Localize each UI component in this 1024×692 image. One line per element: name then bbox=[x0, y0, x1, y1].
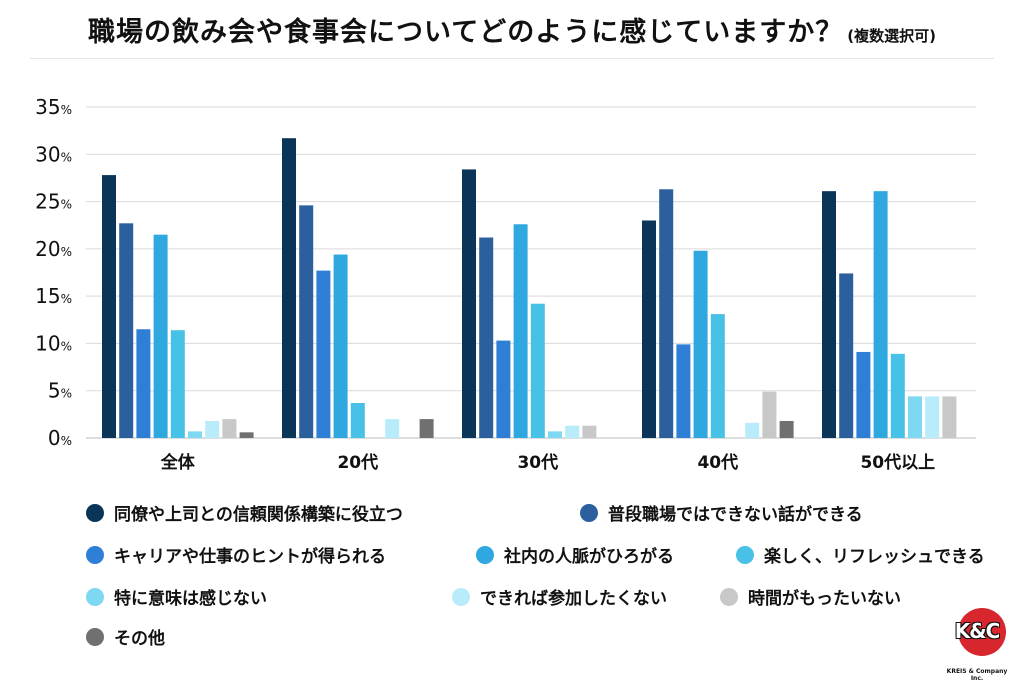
y-tick-label: 25% bbox=[35, 190, 72, 214]
bar bbox=[170, 330, 185, 438]
bar bbox=[745, 422, 760, 438]
bar bbox=[548, 431, 562, 438]
legend-label: その他 bbox=[114, 629, 165, 649]
x-tick-label: 40代 bbox=[697, 452, 738, 473]
bar bbox=[350, 403, 365, 438]
y-tick-label: 0% bbox=[48, 426, 72, 450]
bar bbox=[822, 191, 836, 438]
title-divider bbox=[30, 58, 994, 59]
legend-swatch bbox=[86, 503, 104, 522]
legend-item: キャリアや仕事のヒントが得られる bbox=[86, 542, 386, 567]
bar bbox=[153, 234, 168, 438]
x-tick-label: 50代以上 bbox=[860, 452, 935, 473]
bar bbox=[282, 138, 296, 439]
y-tick-label: 35% bbox=[35, 95, 72, 119]
legend-label: キャリアや仕事のヒントが得られる bbox=[114, 547, 386, 567]
bar bbox=[222, 419, 237, 438]
bar bbox=[239, 432, 254, 438]
bar bbox=[462, 169, 476, 438]
legend-swatch bbox=[720, 587, 738, 606]
legend-swatch bbox=[476, 545, 494, 564]
bar bbox=[710, 314, 725, 438]
y-tick-label: 15% bbox=[35, 284, 72, 308]
legend-swatch bbox=[580, 503, 598, 522]
legend-item: 同僚や上司との信頼関係構築に役立つ bbox=[86, 500, 403, 525]
x-tick-label: 20代 bbox=[337, 452, 378, 473]
bar bbox=[693, 250, 708, 438]
legend-item: 時間がもったいない bbox=[720, 584, 901, 609]
legend-swatch bbox=[86, 587, 104, 606]
x-tick-label: 全体 bbox=[160, 452, 196, 473]
bar bbox=[890, 353, 905, 438]
legend-label: 楽しく、リフレッシュできる bbox=[764, 547, 985, 567]
logo-company-name: KREIS & Company Inc. bbox=[946, 668, 1008, 682]
legend-swatch bbox=[86, 545, 104, 564]
logo-mark: K&C bbox=[954, 619, 1001, 643]
y-tick-label: 5% bbox=[48, 379, 72, 403]
x-tick-label: 30代 bbox=[517, 452, 558, 473]
legend-item: 楽しく、リフレッシュできる bbox=[736, 542, 985, 567]
y-tick-label: 20% bbox=[35, 237, 72, 261]
bar bbox=[385, 419, 400, 438]
bar bbox=[333, 254, 348, 438]
legend-item: 普段職場ではできない話ができる bbox=[580, 500, 863, 525]
chart-title: 職場の飲み会や食事会についてどのように感じていますか？ bbox=[88, 17, 844, 48]
bar bbox=[188, 431, 202, 438]
bar bbox=[119, 223, 134, 438]
y-tick-label: 10% bbox=[35, 331, 72, 355]
bar bbox=[642, 220, 656, 438]
bar bbox=[316, 270, 331, 438]
legend-item: できれば参加したくない bbox=[452, 584, 667, 609]
bar bbox=[873, 191, 888, 438]
bar bbox=[419, 419, 434, 438]
company-logo: K&C KREIS & Company Inc. bbox=[944, 608, 1010, 690]
bar bbox=[205, 420, 220, 438]
bar bbox=[779, 420, 794, 438]
bar bbox=[102, 175, 116, 438]
bar bbox=[136, 329, 151, 438]
bar-chart: 0% 5% 10% 15% 20% 25% 30% 35% 全体 20代 30代 40代 50代以上 bbox=[35, 95, 976, 473]
y-tick-label: 30% bbox=[35, 142, 72, 166]
bar bbox=[762, 391, 777, 438]
bar bbox=[479, 237, 494, 438]
legend-label: 特に意味は感じない bbox=[114, 589, 267, 609]
legend-swatch bbox=[736, 545, 754, 564]
logo-circle bbox=[958, 608, 1006, 656]
chart-title-block: 職場の飲み会や食事会についてどのように感じていますか？ (複数選択可) bbox=[0, 10, 1024, 49]
bar bbox=[659, 189, 674, 438]
bar bbox=[565, 425, 580, 438]
bar bbox=[676, 344, 691, 438]
bar bbox=[925, 396, 940, 438]
legend-label: 時間がもったいない bbox=[748, 589, 901, 609]
bar bbox=[530, 303, 545, 438]
legend-label: できれば参加したくない bbox=[480, 589, 667, 609]
legend-label: 社内の人脈がひろがる bbox=[504, 547, 674, 567]
bar bbox=[299, 205, 314, 438]
bar bbox=[513, 224, 528, 438]
legend-swatch bbox=[86, 627, 104, 646]
bar bbox=[839, 273, 854, 438]
bar bbox=[496, 340, 511, 438]
bar bbox=[856, 351, 871, 438]
bar bbox=[908, 396, 922, 438]
legend-label: 同僚や上司との信頼関係構築に役立つ bbox=[114, 505, 403, 525]
bar bbox=[582, 425, 597, 438]
legend-item: 社内の人脈がひろがる bbox=[476, 542, 674, 567]
bar bbox=[942, 396, 957, 438]
chart-subtitle: (複数選択可) bbox=[847, 27, 936, 45]
legend-swatch bbox=[452, 587, 470, 606]
legend-label: 普段職場ではできない話ができる bbox=[608, 505, 863, 525]
legend-item: 特に意味は感じない bbox=[86, 584, 267, 609]
legend-item: その他 bbox=[86, 624, 165, 649]
